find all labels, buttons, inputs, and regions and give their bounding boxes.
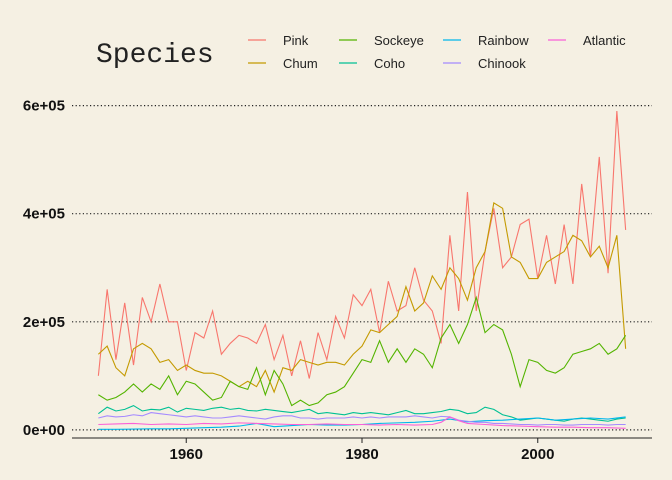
legend-label: Rainbow (478, 33, 529, 48)
legend-item-coho: Coho (339, 56, 405, 71)
y-tick-label: 4e+05 (23, 206, 65, 223)
legend-label: Sockeye (374, 33, 424, 48)
x-tick-label: 1960 (170, 446, 203, 463)
y-tick-label: 6e+05 (23, 98, 65, 115)
legend-label: Pink (283, 33, 309, 48)
x-tick-label: 1980 (345, 446, 378, 463)
x-tick-label: 2000 (521, 446, 554, 463)
gridlines: 0e+00 2e+05 4e+05 6e+05 (23, 98, 652, 439)
legend-label: Coho (374, 56, 405, 71)
y-tick-label: 0e+00 (23, 422, 65, 439)
series-line-chum (97, 202, 627, 394)
legend: Species Pink Chum Sockeye Coho Rainbow Chinoo… (96, 33, 626, 71)
series-line-pink (97, 110, 627, 379)
series-line-rainbow (98, 416, 626, 430)
legend-label: Atlantic (583, 33, 626, 48)
series-layer (97, 110, 627, 430)
legend-item-pink: Pink (248, 33, 309, 48)
axes: 1960 1980 2000 (72, 437, 652, 463)
legend-item-sockeye: Sockeye (339, 33, 424, 48)
series-line-atlantic (98, 416, 626, 429)
y-tick-label: 2e+05 (23, 314, 65, 331)
series-line-chinook (98, 412, 626, 426)
legend-label: Chinook (478, 56, 526, 71)
series-line-sockeye (98, 295, 627, 407)
legend-item-atlantic: Atlantic (548, 33, 626, 48)
legend-item-rainbow: Rainbow (443, 33, 529, 48)
legend-item-chum: Chum (248, 56, 318, 71)
legend-label: Chum (283, 56, 318, 71)
legend-item-chinook: Chinook (443, 56, 526, 71)
legend-title: Species (96, 40, 214, 71)
